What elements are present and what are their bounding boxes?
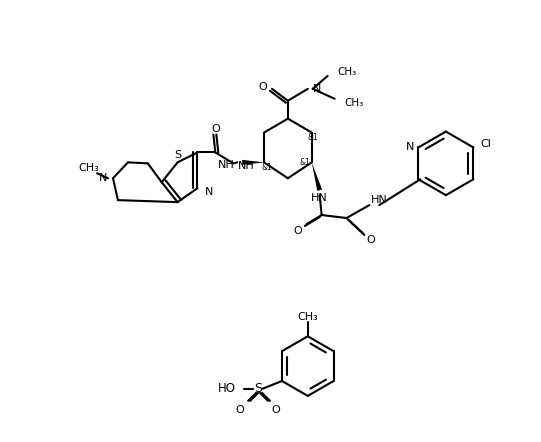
- Text: CH₃: CH₃: [338, 67, 357, 77]
- Text: N: N: [313, 84, 321, 94]
- Text: O: O: [259, 82, 267, 92]
- Text: &1: &1: [308, 133, 319, 142]
- Text: HN: HN: [371, 195, 388, 205]
- Text: CH₃: CH₃: [298, 312, 318, 322]
- Text: &1: &1: [300, 158, 311, 167]
- Polygon shape: [312, 162, 322, 191]
- Text: N: N: [204, 187, 213, 197]
- Text: O: O: [293, 226, 302, 236]
- Text: &1: &1: [261, 163, 272, 172]
- Text: S: S: [174, 150, 181, 160]
- Text: S: S: [254, 382, 262, 396]
- Text: O: O: [236, 405, 245, 415]
- Text: O: O: [366, 235, 375, 245]
- Text: CH₃: CH₃: [79, 164, 100, 173]
- Text: O: O: [272, 405, 280, 415]
- Text: N: N: [98, 173, 107, 183]
- Text: NH: NH: [238, 161, 255, 171]
- Text: O: O: [211, 124, 220, 133]
- Polygon shape: [242, 160, 264, 165]
- Text: N: N: [406, 142, 414, 152]
- Text: HN: HN: [311, 193, 328, 203]
- Text: NH: NH: [217, 160, 234, 170]
- Text: HO: HO: [218, 382, 236, 396]
- Text: Cl: Cl: [480, 140, 491, 149]
- Text: CH₃: CH₃: [345, 98, 364, 108]
